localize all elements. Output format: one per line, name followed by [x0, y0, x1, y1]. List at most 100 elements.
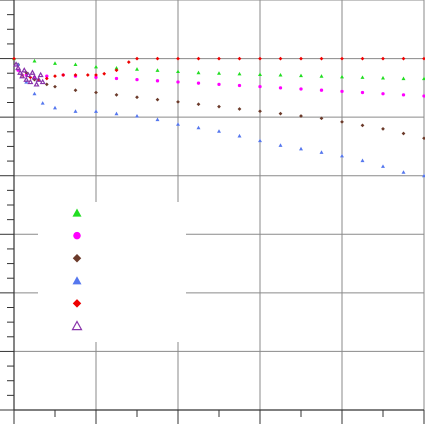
data-point — [381, 56, 385, 61]
data-point — [299, 73, 303, 78]
data-point — [340, 153, 344, 158]
data-point — [217, 71, 221, 75]
data-point — [19, 72, 26, 79]
data-point — [278, 72, 283, 77]
data-point — [319, 88, 324, 92]
data-point — [135, 67, 139, 71]
data-point — [135, 56, 139, 61]
series-4 — [16, 62, 425, 178]
legend-marker — [72, 253, 82, 263]
data-point — [155, 97, 160, 102]
data-point — [35, 76, 42, 82]
data-point — [53, 74, 57, 79]
data-point — [258, 85, 262, 89]
data-point — [12, 56, 16, 61]
data-point — [258, 109, 262, 114]
data-point — [114, 65, 119, 70]
legend-marker — [72, 276, 82, 285]
points-layer — [12, 56, 425, 178]
data-point — [94, 73, 98, 77]
data-point — [53, 61, 57, 65]
data-point — [319, 56, 324, 61]
data-point — [196, 125, 201, 130]
data-point — [176, 56, 180, 61]
data-point — [114, 111, 119, 116]
data-point — [258, 56, 262, 61]
data-point — [32, 58, 37, 63]
legend-marker — [71, 320, 83, 331]
data-point — [155, 68, 160, 72]
data-point — [401, 131, 406, 136]
data-point — [196, 81, 201, 85]
legend-box — [38, 202, 186, 342]
data-point — [94, 90, 98, 95]
data-point — [176, 80, 180, 84]
series-3 — [16, 62, 425, 141]
data-point — [155, 117, 160, 122]
data-point — [319, 116, 324, 121]
data-point — [360, 56, 365, 61]
data-point — [401, 93, 406, 97]
data-point — [299, 56, 303, 61]
data-point — [94, 75, 98, 79]
data-point — [45, 74, 49, 78]
data-point — [360, 123, 365, 128]
data-point — [114, 93, 119, 97]
data-point — [135, 95, 139, 100]
data-point — [44, 82, 49, 87]
data-point — [278, 56, 283, 61]
data-point — [114, 68, 119, 73]
data-point — [360, 90, 365, 95]
data-point — [381, 126, 385, 131]
data-point — [217, 104, 221, 109]
series-5 — [12, 56, 425, 82]
data-point — [340, 74, 344, 79]
data-point — [40, 101, 45, 105]
series-6 — [13, 61, 46, 87]
data-point — [319, 74, 324, 78]
data-point — [32, 77, 37, 82]
data-point — [237, 133, 242, 138]
data-point — [422, 56, 425, 61]
data-point — [37, 71, 44, 78]
data-point — [278, 143, 283, 147]
data-point — [29, 69, 36, 75]
data-point — [217, 82, 221, 86]
data-point — [85, 73, 90, 77]
data-point — [299, 146, 303, 151]
data-point — [237, 107, 242, 111]
data-point — [61, 73, 66, 77]
data-point — [381, 75, 385, 80]
data-point — [422, 136, 425, 141]
data-point — [155, 56, 160, 61]
data-point — [102, 71, 107, 76]
data-point — [340, 89, 344, 94]
data-point — [237, 56, 242, 61]
data-point — [422, 94, 425, 98]
data-point — [73, 88, 78, 93]
data-point — [237, 83, 242, 88]
data-point — [114, 76, 119, 81]
data-point — [176, 69, 180, 74]
data-point — [27, 78, 34, 85]
data-point — [13, 61, 20, 67]
data-point — [73, 73, 78, 77]
legend-marker — [72, 208, 82, 217]
data-point — [73, 62, 78, 67]
data-point — [217, 129, 221, 133]
data-point — [126, 60, 131, 64]
data-point — [299, 87, 303, 91]
data-point — [15, 64, 22, 71]
data-point — [319, 150, 324, 154]
data-point — [217, 56, 221, 61]
data-point — [360, 158, 365, 163]
data-point — [25, 71, 32, 78]
data-point — [278, 111, 283, 116]
data-point — [17, 69, 24, 75]
data-point — [36, 77, 41, 82]
data-point — [422, 76, 425, 81]
data-point — [258, 138, 262, 143]
